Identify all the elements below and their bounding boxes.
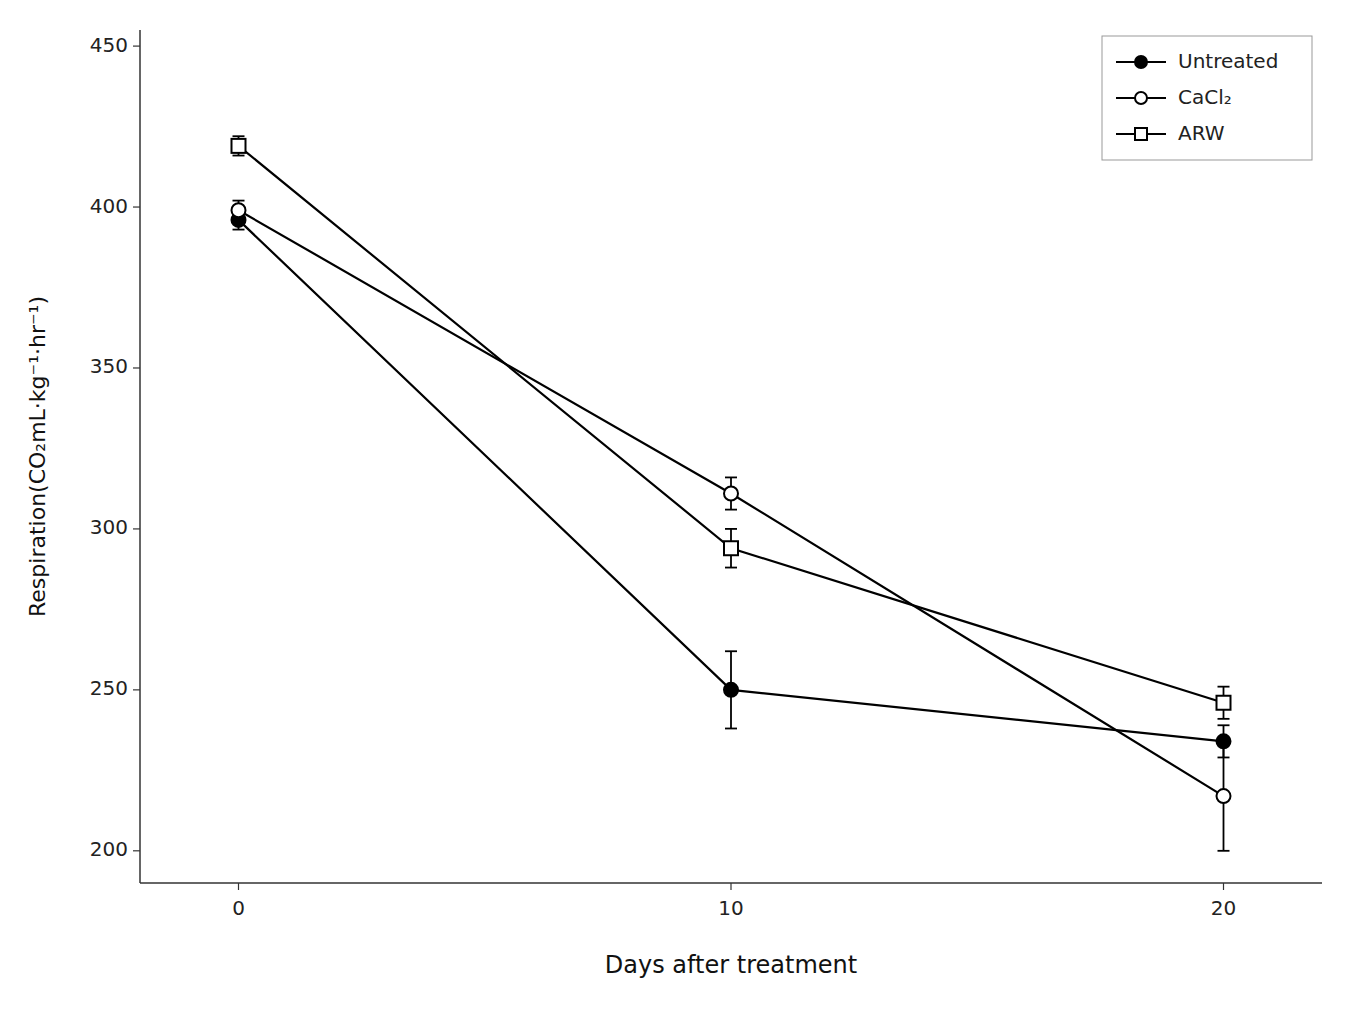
y-tick bbox=[133, 528, 140, 529]
x-tick-label: 0 bbox=[232, 896, 245, 920]
error-bar-cap bbox=[725, 650, 737, 652]
plot-area bbox=[232, 136, 1231, 851]
error-bar-cap bbox=[725, 728, 737, 730]
error-bar-cap bbox=[1218, 724, 1230, 726]
y-tick bbox=[133, 850, 140, 851]
y-tick-label: 350 bbox=[90, 354, 128, 378]
x-tick bbox=[1223, 883, 1224, 890]
marker bbox=[724, 541, 738, 555]
y-tick-label: 200 bbox=[90, 837, 128, 861]
series-line bbox=[239, 210, 1224, 796]
marker bbox=[724, 487, 738, 501]
series-line bbox=[239, 220, 1224, 741]
legend-item: Untreated bbox=[1116, 49, 1278, 73]
y-axis-line bbox=[139, 30, 141, 883]
error-bar-cap bbox=[1218, 850, 1230, 852]
error-bar-cap bbox=[725, 567, 737, 569]
x-tick-label: 10 bbox=[718, 896, 743, 920]
error-bar-cap bbox=[233, 219, 245, 221]
marker bbox=[1217, 789, 1231, 803]
legend-label: Untreated bbox=[1178, 49, 1278, 73]
error-bar bbox=[233, 136, 245, 155]
x-tick-label: 20 bbox=[1211, 896, 1236, 920]
error-bar bbox=[233, 201, 245, 220]
legend-marker bbox=[1135, 92, 1147, 104]
legend-label: CaCl₂ bbox=[1178, 85, 1232, 109]
error-bar-cap bbox=[1218, 686, 1230, 688]
legend-frame bbox=[1102, 36, 1312, 160]
y-tick bbox=[133, 45, 140, 46]
error-bar bbox=[725, 651, 737, 728]
marker bbox=[724, 683, 738, 697]
y-tick-label: 450 bbox=[90, 33, 128, 57]
y-tick-label: 250 bbox=[90, 676, 128, 700]
error-bar-cap bbox=[725, 477, 737, 479]
error-bar-cap bbox=[233, 229, 245, 231]
x-tick bbox=[238, 883, 239, 890]
y-tick-label: 400 bbox=[90, 194, 128, 218]
y-axis-title: Respiration(CO₂mL·kg⁻¹·hr⁻¹) bbox=[25, 296, 50, 617]
y-tick bbox=[133, 689, 140, 690]
error-bar-cap bbox=[233, 200, 245, 202]
marker bbox=[232, 203, 246, 217]
series bbox=[232, 136, 1231, 719]
x-tick bbox=[730, 883, 731, 890]
error-bar-cap bbox=[233, 135, 245, 137]
series-line bbox=[239, 146, 1224, 703]
axes: 200 250 300 350 400 450 0 10 20 bbox=[90, 30, 1322, 920]
error-bar bbox=[725, 529, 737, 568]
chart-container: 200 250 300 350 400 450 0 10 20 Days after treatm… bbox=[0, 0, 1362, 1013]
error-bar-cap bbox=[233, 155, 245, 157]
error-bar-cap bbox=[1218, 718, 1230, 720]
legend-item: CaCl₂ bbox=[1116, 85, 1232, 109]
error-bar bbox=[1218, 741, 1230, 850]
y-tick-label: 300 bbox=[90, 515, 128, 539]
legend-label: ARW bbox=[1178, 121, 1225, 145]
error-bar-cap bbox=[725, 528, 737, 530]
legend-item: ARW bbox=[1116, 121, 1225, 145]
series bbox=[232, 201, 1231, 851]
x-axis-title: Days after treatment bbox=[605, 951, 857, 979]
legend-marker bbox=[1135, 56, 1147, 68]
error-bar bbox=[1218, 687, 1230, 719]
error-bar-cap bbox=[725, 509, 737, 511]
legend-marker bbox=[1135, 128, 1147, 140]
error-bar bbox=[725, 477, 737, 509]
legend: Untreated CaCl₂ ARW bbox=[1102, 36, 1312, 160]
chart-svg: 200 250 300 350 400 450 0 10 20 Days after treatm… bbox=[0, 0, 1362, 1013]
marker bbox=[232, 139, 246, 153]
marker bbox=[1217, 696, 1231, 710]
error-bar-cap bbox=[1218, 740, 1230, 742]
y-tick bbox=[133, 367, 140, 368]
y-tick bbox=[133, 206, 140, 207]
